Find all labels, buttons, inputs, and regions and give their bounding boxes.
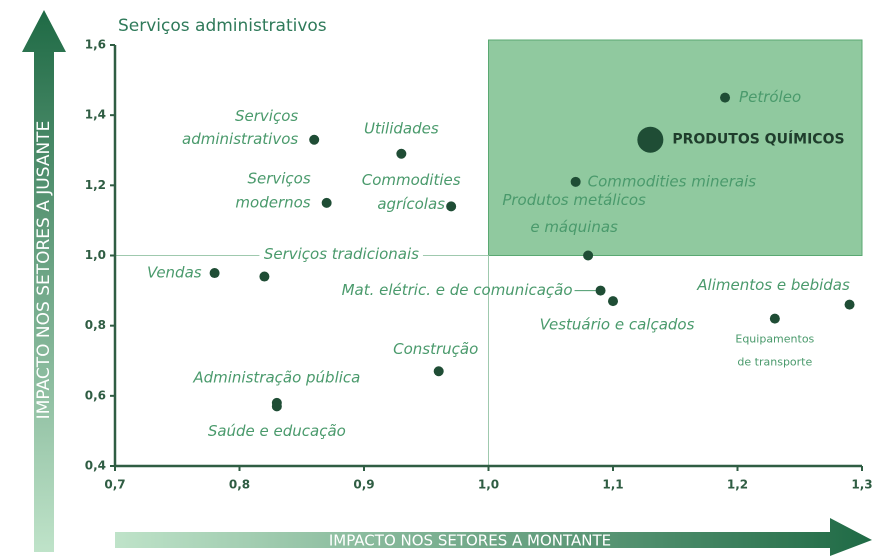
y-tick-label: 0,4 — [85, 459, 106, 473]
point-label: Mat. elétric. e de comunicação — [342, 281, 573, 299]
point-label: administrativos — [182, 130, 298, 148]
data-point — [595, 285, 606, 296]
point-label: Serviços — [235, 107, 298, 125]
y-tick-label: 1,2 — [85, 178, 106, 192]
point-label: modernos — [235, 193, 310, 211]
data-point — [769, 313, 780, 324]
highlight-region — [488, 39, 863, 256]
point-label: Commodities — [362, 171, 461, 189]
point-label: Equipamentos — [735, 333, 814, 346]
data-point — [209, 268, 220, 279]
data-point — [570, 176, 581, 187]
point-label: agrícolas — [377, 195, 445, 213]
point-label: Serviços tradicionais — [264, 245, 419, 263]
y-tick-label: 1,0 — [85, 248, 106, 262]
data-point — [259, 271, 270, 282]
x-arrow — [115, 518, 872, 556]
point-label: Vendas — [147, 264, 202, 282]
x-tick-label: 1,3 — [851, 478, 872, 492]
chart-title: Serviços administrativos — [118, 16, 327, 36]
x-tick-label: 1,1 — [602, 478, 623, 492]
point-label: Alimentos e bebidas — [696, 276, 850, 294]
data-point — [433, 366, 444, 377]
data-point — [446, 201, 457, 212]
data-point — [844, 299, 855, 310]
x-tick-label: 1,0 — [478, 478, 499, 492]
data-point — [271, 401, 282, 412]
point-label: e máquinas — [530, 218, 618, 236]
point-label: Utilidades — [364, 119, 439, 137]
y-tick-label: 0,8 — [85, 318, 106, 332]
data-point — [309, 134, 320, 145]
data-point — [637, 126, 664, 153]
y-axis-label: IMPACTO NOS SETORES A JUSANTE — [34, 121, 54, 420]
data-point — [720, 92, 731, 103]
x-axis-label: IMPACTO NOS SETORES A MONTANTE — [329, 532, 611, 550]
y-tick-label: 1,4 — [85, 108, 106, 122]
point-label: de transporte — [737, 356, 812, 369]
x-tick-label: 0,9 — [353, 478, 374, 492]
point-label: Vestuário e calçados — [540, 316, 695, 334]
y-tick-label: 0,6 — [85, 388, 106, 402]
data-point — [396, 148, 407, 159]
x-tick-label: 0,8 — [229, 478, 250, 492]
y-tick-label: 1,6 — [85, 38, 106, 52]
data-point — [321, 197, 332, 208]
y-arrow — [22, 10, 66, 552]
point-label: Petróleo — [739, 88, 801, 106]
point-label: Administração pública — [192, 368, 360, 386]
data-point — [608, 296, 618, 307]
x-tick-label: 1,2 — [727, 478, 748, 492]
point-label: Saúde e educação — [208, 422, 346, 440]
point-label: Produtos metálicos — [502, 191, 646, 209]
point-label: Commodities minerais — [588, 172, 757, 190]
x-tick-label: 0,7 — [104, 478, 125, 492]
point-label: Construção — [393, 340, 478, 358]
point-label: Serviços — [247, 169, 310, 187]
point-label: PRODUTOS QUÍMICOS — [672, 131, 844, 148]
data-point — [583, 250, 594, 261]
